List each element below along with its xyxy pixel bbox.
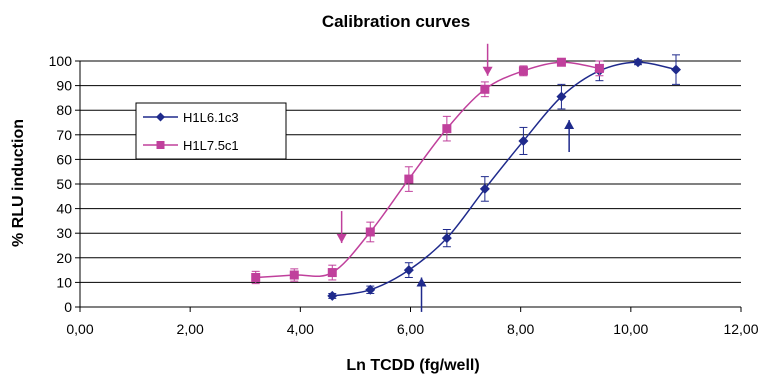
y-tick-label: 100 xyxy=(49,53,73,69)
data-point xyxy=(404,174,414,184)
data-point xyxy=(480,84,490,94)
y-tick-label: 30 xyxy=(56,225,72,241)
x-tick-label: 0,00 xyxy=(66,321,93,337)
legend-label-h1l7: H1L7.5c1 xyxy=(183,138,239,153)
data-point xyxy=(556,91,567,102)
y-axis-label: % RLU induction xyxy=(10,119,27,247)
chart-title: Calibration curves xyxy=(322,12,470,31)
data-point xyxy=(403,265,414,276)
data-point xyxy=(632,57,643,68)
y-tick-label: 70 xyxy=(56,127,72,143)
x-tick-label: 12,00 xyxy=(723,321,758,337)
annotation-arrows xyxy=(336,43,575,312)
data-point xyxy=(479,183,490,194)
y-tick-label: 80 xyxy=(56,102,72,118)
data-point xyxy=(518,135,529,146)
data-point xyxy=(327,268,337,278)
arrow-head xyxy=(564,120,575,130)
y-tick-label: 60 xyxy=(56,151,72,167)
legend-marker-h1l7 xyxy=(156,141,165,149)
annotation-arrow-down xyxy=(336,211,347,244)
axes xyxy=(75,60,742,312)
arrow-head xyxy=(482,66,493,76)
annotation-arrow-down xyxy=(482,43,493,76)
x-tick-label: 10,00 xyxy=(613,321,648,337)
y-tick-label: 20 xyxy=(56,250,72,266)
y-tick-label: 10 xyxy=(56,274,72,290)
data-point xyxy=(556,57,566,67)
data-point xyxy=(365,227,375,237)
series-line xyxy=(332,61,677,297)
legend-label-h1l6: H1L6.1c3 xyxy=(183,110,239,125)
y-tick-labels: 0 10 20 30 40 50 60 70 80 90 100 xyxy=(49,53,73,315)
data-point xyxy=(441,233,452,244)
data-point xyxy=(518,66,528,76)
x-tick-label: 2,00 xyxy=(177,321,204,337)
data-point xyxy=(594,63,604,73)
data-point xyxy=(289,270,299,280)
y-tick-label: 50 xyxy=(56,176,72,192)
arrow-head xyxy=(336,234,347,244)
data-point xyxy=(671,64,682,75)
y-tick-label: 0 xyxy=(64,299,72,315)
data-point xyxy=(251,272,261,282)
legend-marker-h1l6 xyxy=(156,112,165,122)
series-line xyxy=(255,61,600,279)
x-axis-label: Ln TCDD (fg/well) xyxy=(346,357,479,374)
series-h1l7-5c1 xyxy=(251,57,604,285)
y-tick-label: 40 xyxy=(56,201,72,217)
arrow-head xyxy=(416,277,427,287)
legend-box xyxy=(135,102,287,160)
data-point xyxy=(442,124,452,134)
series-layer xyxy=(251,54,682,301)
x-tick-labels: 0,00 2,00 4,00 6,00 8,00 10,00 12,00 xyxy=(66,321,758,337)
legend: H1L6.1c3 H1L7.5c1 xyxy=(135,102,287,160)
y-tick-label: 90 xyxy=(56,78,72,94)
annotation-arrow-up xyxy=(564,120,575,153)
x-tick-label: 8,00 xyxy=(507,321,534,337)
data-point xyxy=(365,284,376,295)
x-tick-label: 4,00 xyxy=(287,321,314,337)
data-point xyxy=(327,290,338,301)
series-h1l6-1c3 xyxy=(327,54,682,301)
annotation-arrow-up xyxy=(416,277,427,312)
x-tick-label: 6,00 xyxy=(397,321,424,337)
